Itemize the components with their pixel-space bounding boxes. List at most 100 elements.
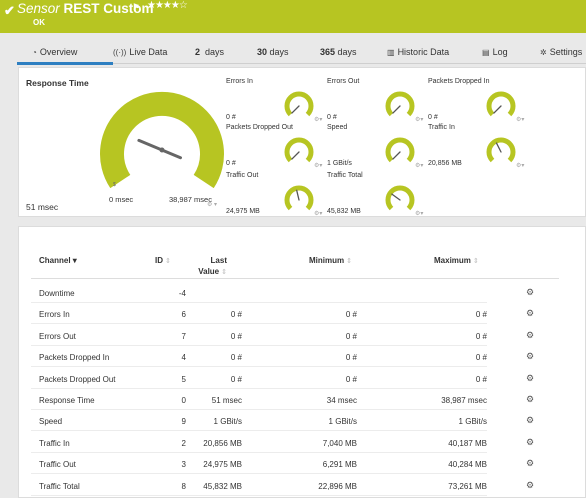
channel-settings-icon[interactable]: ⚙ bbox=[526, 308, 535, 319]
table-row[interactable]: Errors In 6 0 # 0 # 0 # ⚙ bbox=[31, 303, 534, 325]
mini-gauge[interactable]: Packets Dropped In 0 # ⚙▾ bbox=[428, 78, 526, 123]
tab-2-days[interactable]: 2 days bbox=[195, 47, 224, 57]
channel-name: Response Time bbox=[39, 396, 95, 405]
table-row[interactable]: Traffic Out 3 24,975 MB 6,291 MB 40,284 MB ⚙ bbox=[31, 453, 534, 475]
mini-gauge-arc bbox=[385, 91, 415, 117]
gauge-value: 24,975 MB bbox=[226, 208, 260, 215]
mini-gauge-arc bbox=[284, 91, 314, 117]
mini-gauge-arc bbox=[486, 91, 516, 117]
column-title: Value bbox=[198, 267, 220, 276]
tab-log[interactable]: ▤ Log bbox=[482, 47, 508, 57]
channel-settings-icon[interactable]: ⚙ bbox=[526, 394, 535, 404]
gauge-settings-icon[interactable]: ⚙▾ bbox=[415, 117, 424, 123]
gauge-settings-icon[interactable]: ⚙▾ bbox=[516, 117, 525, 123]
channel-settings-icon[interactable]: ⚙ bbox=[526, 479, 535, 490]
table-row[interactable]: Traffic In 2 20,856 MB 7,040 MB 40,187 MB ⚙ bbox=[31, 432, 534, 453]
channel-settings-icon[interactable]: ⚙ bbox=[526, 458, 535, 469]
gauge-settings-icon[interactable]: ⚙▾ bbox=[314, 163, 323, 169]
maximum-value: 0 # bbox=[475, 353, 487, 363]
minimum-value: 7,040 MB bbox=[322, 438, 357, 448]
table-row[interactable]: Response Time 0 51 msec 34 msec 38,987 msec ⚙ bbox=[31, 389, 534, 410]
maximum-value: 0 # bbox=[475, 310, 487, 320]
channels-panel: Channel ▾ ID ⇕ Last Value ⇕ Minimum ⇕ Maxim… bbox=[18, 226, 586, 498]
historic-data-icon: ▥ bbox=[387, 48, 395, 57]
status-text: OK bbox=[33, 18, 45, 27]
tab-label: Settings bbox=[549, 47, 583, 57]
column-title: Minimum bbox=[309, 256, 345, 265]
gauge-settings-icon[interactable]: ⚙▾ bbox=[516, 163, 525, 169]
channel-id: 7 bbox=[181, 331, 186, 341]
response-time-value: 51 msec bbox=[26, 202, 59, 212]
tab-365-days[interactable]: 365 days bbox=[320, 47, 357, 57]
mini-gauge[interactable]: Errors In 0 # ⚙▾ bbox=[226, 78, 324, 123]
table-row[interactable]: Packets Dropped Out 5 0 # 0 # 0 # ⚙ bbox=[31, 368, 534, 389]
priority-stars[interactable]: ★★★★☆ bbox=[147, 0, 188, 11]
tab-30-days[interactable]: 30 days bbox=[257, 47, 289, 57]
mini-gauge-arc bbox=[284, 137, 314, 163]
active-tab-indicator bbox=[17, 62, 113, 65]
mini-gauge-needle bbox=[391, 193, 401, 201]
table-row[interactable]: Errors Out 7 0 # 0 # 0 # ⚙ bbox=[31, 325, 534, 346]
table-row[interactable]: Downtime -4 ⚙ bbox=[31, 282, 534, 303]
channel-settings-icon[interactable]: ⚙ bbox=[526, 436, 535, 447]
column-title: Last bbox=[210, 256, 227, 265]
gauge-settings-icon[interactable]: ⚙▾ bbox=[314, 211, 323, 217]
channel-settings-icon[interactable]: ⚙ bbox=[526, 287, 535, 297]
last-value: 0 # bbox=[230, 331, 242, 341]
flag-icon[interactable]: ⚑ bbox=[132, 2, 141, 12]
tab-live-data[interactable]: ((·)) Live Data bbox=[113, 47, 167, 57]
mini-gauge[interactable]: Traffic Out 24,975 MB ⚙▾ bbox=[226, 172, 324, 217]
gauge-label: Errors In bbox=[226, 78, 253, 85]
mini-gauge[interactable]: Speed 1 GBit/s ⚙▾ bbox=[327, 124, 425, 169]
minimum-value: 6,291 MB bbox=[322, 460, 357, 470]
mini-gauge[interactable]: Packets Dropped Out 0 # ⚙▾ bbox=[226, 124, 324, 169]
channel-settings-icon[interactable]: ⚙ bbox=[526, 415, 535, 426]
channel-name: Speed bbox=[39, 417, 63, 427]
gauge-settings-icon[interactable]: ⚙▾ bbox=[314, 117, 323, 123]
mini-gauge-needle bbox=[392, 151, 401, 160]
table-row[interactable]: Traffic Total 8 45,832 MB 22,896 MB 73,261 M… bbox=[31, 475, 534, 496]
channel-column-header[interactable]: Channel ▾ bbox=[39, 256, 77, 265]
mini-gauge[interactable]: Errors Out 0 # ⚙▾ bbox=[327, 78, 425, 123]
gauge-arc bbox=[100, 91, 224, 188]
mini-gauge-needle bbox=[296, 189, 300, 201]
mini-gauge[interactable]: Traffic In 20,856 MB ⚙▾ bbox=[428, 124, 526, 169]
response-time-title: Response Time bbox=[26, 78, 89, 88]
gauge-settings-icon[interactable]: ⚙▾ bbox=[415, 163, 424, 169]
title-name: REST Custom bbox=[63, 1, 154, 16]
minimum-value: 0 # bbox=[345, 331, 357, 341]
minimum-column-header[interactable]: Minimum ⇕ bbox=[309, 256, 352, 265]
channel-name: Traffic Total bbox=[39, 481, 80, 491]
tab-bar: ◔ Overview ((·)) Live Data 2 days 30 days … bbox=[17, 44, 586, 65]
maximum-value: 73,261 MB bbox=[448, 481, 487, 491]
table-row[interactable]: Speed 9 1 GBit/s 1 GBit/s 1 GBit/s ⚙ bbox=[31, 410, 534, 432]
channel-settings-icon[interactable]: ⚙ bbox=[526, 329, 535, 340]
last-value-column-header[interactable]: Last Value ⇕ bbox=[195, 256, 227, 276]
table-row[interactable]: Packets Dropped In 4 0 # 0 # 0 # ⚙ bbox=[31, 346, 534, 368]
last-value: 45,832 MB bbox=[203, 481, 242, 491]
response-time-max: 38,987 msec bbox=[169, 195, 212, 204]
tab-settings[interactable]: ✲ Settings bbox=[540, 47, 582, 57]
maximum-column-header[interactable]: Maximum ⇕ bbox=[434, 256, 479, 265]
mini-gauge-arc bbox=[385, 185, 415, 211]
mini-gauge-dial bbox=[284, 91, 314, 117]
tab-overview[interactable]: ◔ Overview bbox=[32, 47, 77, 57]
gauge-settings-icon[interactable]: ⚙▾ bbox=[415, 211, 424, 217]
gauge-value: 0 # bbox=[226, 114, 236, 121]
mini-gauge-arc bbox=[385, 137, 415, 163]
sort-icon: ⇕ bbox=[165, 258, 171, 265]
gauge-label: Traffic Total bbox=[327, 172, 363, 179]
tab-num: 365 bbox=[320, 47, 336, 57]
gauge-settings-icon[interactable]: ⚙ ▾ bbox=[207, 202, 218, 208]
id-column-header[interactable]: ID ⇕ bbox=[155, 256, 171, 265]
channel-settings-icon[interactable]: ⚙ bbox=[526, 351, 535, 362]
channel-settings-icon[interactable]: ⚙ bbox=[526, 372, 535, 383]
gauge-value: 0 # bbox=[327, 114, 337, 121]
live-data-icon: ((·)) bbox=[113, 48, 127, 57]
channel-id: -4 bbox=[178, 289, 186, 298]
tab-historic-data[interactable]: ▥ Historic Data bbox=[387, 47, 449, 57]
mini-gauge[interactable]: Traffic Total 45,832 MB ⚙▾ bbox=[327, 172, 425, 217]
mini-gauge-dial bbox=[385, 137, 415, 163]
response-time-gauge[interactable]: $ bbox=[97, 88, 227, 188]
gauge-value: 1 GBit/s bbox=[327, 160, 352, 167]
